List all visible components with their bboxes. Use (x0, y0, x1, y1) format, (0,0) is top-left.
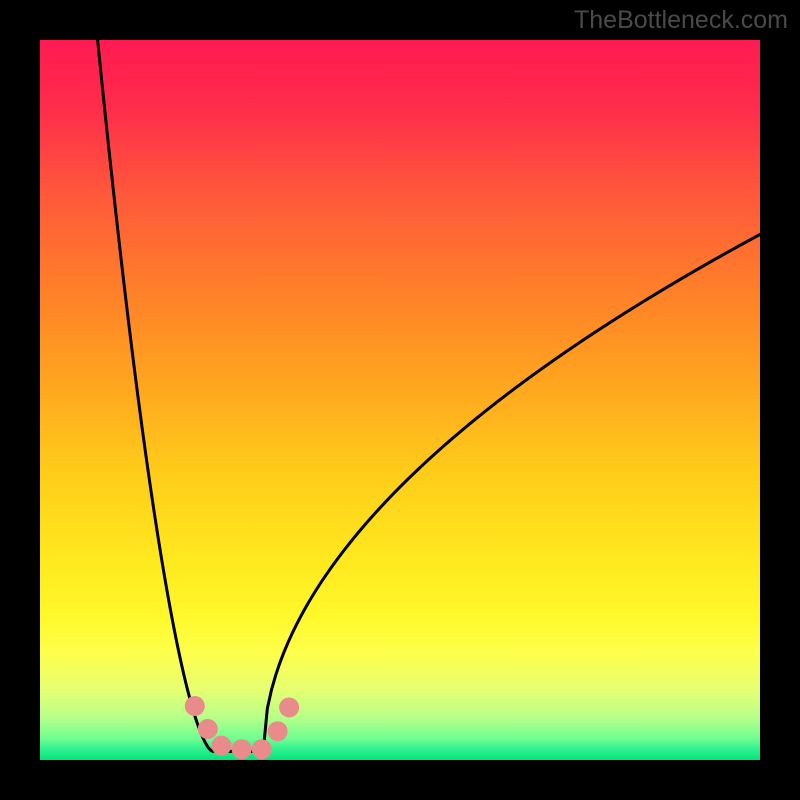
watermark-text: TheBottleneck.com (574, 6, 788, 35)
chart-plot-area (40, 40, 760, 760)
data-marker (211, 736, 231, 756)
gradient-background (40, 40, 760, 760)
data-marker (232, 739, 252, 759)
data-marker (198, 719, 218, 739)
data-marker (185, 696, 205, 716)
data-marker (268, 721, 288, 741)
data-marker (279, 697, 299, 717)
data-marker (252, 739, 272, 759)
